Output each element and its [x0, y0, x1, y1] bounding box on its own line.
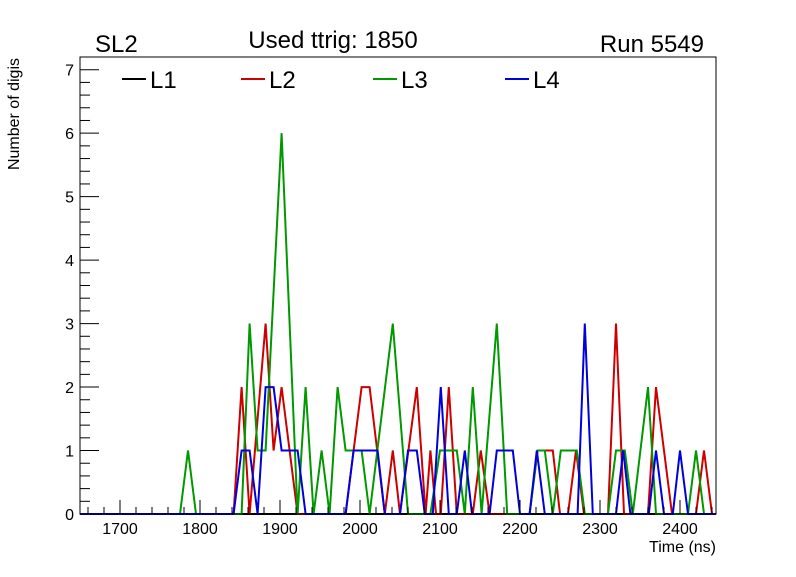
y-tick-label: 5 — [65, 190, 74, 207]
series-line-l4 — [80, 323, 716, 515]
chart-title: Used ttrig: 1850 — [248, 27, 417, 54]
series-line-l3 — [80, 133, 716, 515]
legend-label-l1: L1 — [150, 67, 177, 94]
y-tick-label: 3 — [65, 317, 74, 334]
x-axis-label: Time (ns) — [649, 539, 716, 556]
x-tick-label: 2300 — [582, 521, 618, 538]
legend: L1 L2 L3 L4 — [122, 67, 560, 94]
title-right: Run 5549 — [600, 31, 704, 58]
y-tick-label: 0 — [65, 507, 74, 524]
x-tick-label: 2000 — [342, 521, 378, 538]
y-tick-label: 4 — [65, 253, 74, 270]
legend-label-l4: L4 — [533, 67, 560, 94]
y-tick-label: 7 — [65, 63, 74, 80]
legend-label-l2: L2 — [269, 67, 296, 94]
y-tick-label: 1 — [65, 444, 74, 461]
ticks-layer: 1700 1800 1900 2000 2100 2200 2300 2400 0 1 2 3 4 5 6 7 — [65, 56, 713, 538]
x-tick-label: 1900 — [262, 521, 298, 538]
x-tick-label: 2200 — [502, 521, 538, 538]
x-tick-label: 1800 — [182, 521, 218, 538]
x-tick-label: 1700 — [102, 521, 138, 538]
y-axis-label: Number of digis — [6, 58, 23, 170]
legend-label-l3: L3 — [401, 67, 428, 94]
x-tick-label: 2100 — [422, 521, 458, 538]
x-tick-label: 2400 — [662, 521, 698, 538]
y-tick-label: 6 — [65, 126, 74, 143]
y-tick-label: 2 — [65, 380, 74, 397]
title-left: SL2 — [95, 31, 138, 58]
